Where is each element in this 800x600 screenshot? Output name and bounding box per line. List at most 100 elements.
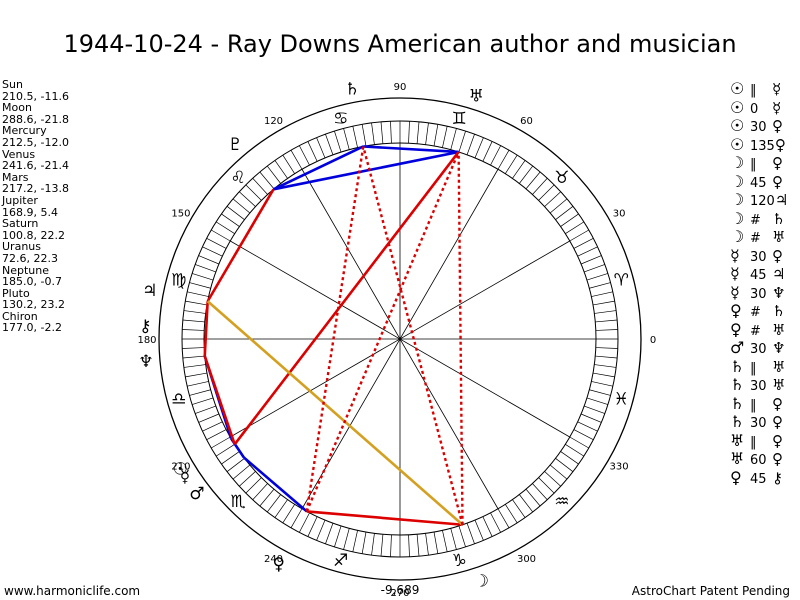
aspect-planet-1: ♄ — [730, 393, 745, 413]
degree-tick — [182, 329, 205, 331]
degree-tick — [433, 531, 439, 554]
aspect-planet-2: ♆ — [772, 339, 786, 357]
degree-tick — [569, 229, 589, 242]
degree-tick — [282, 154, 295, 174]
degree-tick — [474, 137, 484, 159]
aspect-type: 30 — [750, 342, 767, 357]
planet-coords-mars: 217.2, -13.8 — [2, 182, 69, 196]
degree-tick — [187, 291, 209, 297]
aspect-line — [305, 146, 365, 512]
degree-tick — [450, 528, 457, 550]
aspect-row: ♅ ‖ ♀ — [730, 431, 798, 451]
degree-tick — [565, 221, 585, 234]
degree-tick — [259, 488, 275, 507]
aspect-row: ♀ 45 ⚷ — [730, 468, 798, 488]
aspect-row: ☿ 45 ♃ — [730, 264, 798, 284]
aspect-planet-1: ♄ — [730, 412, 745, 431]
aspect-planet-2: ♀ — [772, 117, 783, 135]
planet-name-uranus: Uranus — [2, 240, 41, 254]
planet-coords-chiron: 177.0, -2.2 — [2, 321, 62, 335]
zodiac-sign-glyph: ♊ — [452, 109, 467, 129]
degree-tick — [183, 310, 206, 314]
aspect-planet-2: ♅ — [772, 357, 786, 376]
aspect-planet-2: ☿ — [772, 98, 782, 117]
planet-glyph-mercury: ☿ — [180, 467, 190, 487]
planet-coords-pluto: 130.2, 23.2 — [2, 298, 65, 312]
aspect-type: 60 — [750, 453, 767, 468]
degree-tick — [586, 397, 609, 405]
aspect-row: ♄ 30 ♀ — [730, 412, 798, 432]
degree-tick — [490, 145, 501, 166]
aspect-planet-2: ♀ — [772, 450, 783, 468]
degree-tick — [182, 355, 205, 359]
degree-tick — [497, 508, 510, 528]
degree-tick — [274, 499, 288, 518]
aspect-line — [203, 301, 209, 357]
degree-tick — [371, 122, 375, 145]
aspect-planet-2: ♃ — [774, 191, 789, 209]
degree-tick — [226, 206, 245, 220]
degree-tick — [560, 451, 579, 465]
degree-tick — [497, 150, 510, 170]
aspect-planet-2: ♄ — [772, 209, 786, 228]
degree-tick — [416, 534, 420, 557]
aspect-row: ♅ 60 ♀ — [730, 449, 798, 469]
planet-glyph-jupiter: ♃ — [142, 281, 157, 301]
degree-tick — [211, 229, 231, 242]
degree-tick — [361, 531, 367, 554]
degree-tick — [458, 130, 466, 153]
degree-tick — [343, 128, 350, 150]
aspect-planet-2: ♀ — [772, 431, 783, 450]
degree-tick — [267, 494, 281, 513]
degree-tick — [226, 458, 245, 472]
degree-tick — [198, 255, 220, 265]
degree-tick — [352, 530, 358, 552]
degree-tick — [206, 238, 227, 249]
degree-tick — [316, 137, 326, 159]
aspect-planet-2: ♀ — [772, 172, 783, 191]
degree-tick — [325, 523, 334, 544]
degree-tick — [580, 255, 602, 265]
aspect-planet-1: ♀ — [730, 301, 742, 320]
planet-coords-venus: 241.6, -21.4 — [2, 159, 69, 173]
aspect-type: 120 — [750, 194, 775, 209]
aspect-type: 30 — [750, 416, 767, 431]
degree-tick — [215, 444, 235, 457]
degree-label: 330 — [610, 462, 629, 473]
degree-label: 90 — [394, 82, 407, 93]
degree-tick — [549, 198, 568, 214]
planet-glyph-venus: ♀ — [272, 554, 284, 574]
degree-tick — [371, 533, 375, 556]
degree-tick — [595, 319, 618, 323]
aspect-line — [233, 151, 460, 446]
aspect-type: ‖ — [750, 397, 757, 413]
degree-tick — [183, 364, 206, 368]
patent-note: AstroChart Patent Pending — [631, 584, 790, 598]
degree-tick — [512, 160, 526, 179]
degree-tick — [195, 405, 216, 414]
degree-tick — [442, 530, 448, 552]
degree-tick — [544, 471, 561, 487]
degree-tick — [584, 405, 605, 414]
aspect-row: ♄ ‖ ♀ — [730, 393, 798, 414]
planet-name-sun: Sun — [2, 78, 23, 91]
degree-tick — [519, 494, 533, 513]
planet-name-saturn: Saturn — [2, 217, 39, 231]
aspect-row: ☉ ‖ ☿ — [730, 79, 798, 99]
aspect-line — [457, 151, 464, 525]
degree-tick — [221, 213, 240, 227]
aspect-planet-2: ♅ — [772, 320, 786, 339]
degree-tick — [191, 397, 214, 405]
degree-tick — [252, 178, 268, 195]
planet-coords-mercury: 212.5, -12.0 — [2, 135, 69, 149]
degree-tick — [458, 525, 466, 548]
aspect-planet-1: ☽ — [730, 171, 745, 191]
degree-tick — [569, 436, 589, 449]
aspect-planet-2: ⚷ — [772, 468, 783, 487]
website-link[interactable]: www.harmoniclife.com — [4, 584, 141, 598]
degree-tick — [245, 477, 262, 494]
degree-tick — [565, 444, 585, 457]
degree-tick — [482, 516, 493, 537]
degree-label: 0 — [650, 335, 656, 346]
aspect-row: ♄ ‖ ♅ — [730, 357, 798, 377]
